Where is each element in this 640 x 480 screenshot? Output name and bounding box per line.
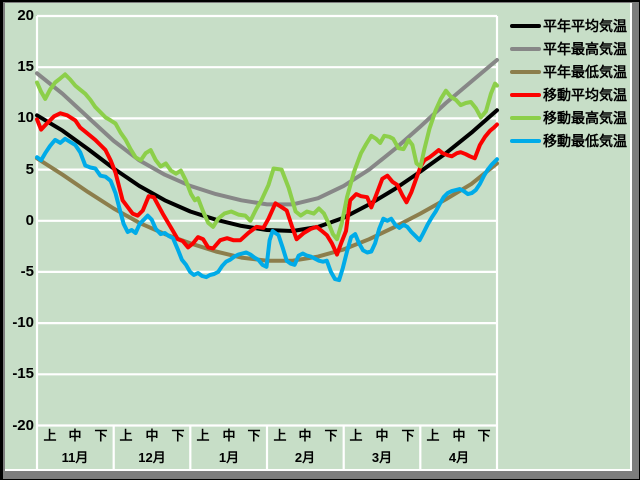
x-decade-label: 中 <box>375 428 389 443</box>
legend-line-swatch <box>510 115 541 120</box>
x-decade-label: 上 <box>196 428 210 443</box>
legend-item-normal-max: 平年最高気温 <box>510 37 627 60</box>
x-decade-label: 下 <box>94 428 108 443</box>
y-tick-label: -10 <box>12 314 34 331</box>
legend-label: 移動最高気温 <box>543 109 627 126</box>
legend: 平年平均気温 平年最高気温 平年最低気温 移動平均気温 移動最高気温 移動最低気温 <box>510 14 627 152</box>
y-tick-label: -20 <box>12 417 34 434</box>
x-decade-label: 中 <box>298 428 312 443</box>
x-decade-label: 下 <box>401 428 415 443</box>
x-month-label: 2月 <box>294 450 316 465</box>
series-moving-avg <box>35 111 499 257</box>
series-moving-min <box>35 136 499 283</box>
x-month-label: 11月 <box>61 450 89 465</box>
x-decade-label: 中 <box>452 428 466 443</box>
legend-label: 移動最低気温 <box>543 132 627 149</box>
y-tick-label: -5 <box>20 263 34 280</box>
legend-line-swatch <box>510 138 541 143</box>
y-tick-label: 10 <box>17 109 34 126</box>
legend-line-swatch <box>510 92 541 97</box>
y-tick-label: -15 <box>12 365 34 382</box>
legend-label: 平年最低気温 <box>543 63 627 80</box>
x-month-label: 4月 <box>448 450 470 465</box>
chart-background <box>5 3 632 471</box>
x-month-label: 1月 <box>218 450 240 465</box>
legend-line-swatch <box>510 46 541 51</box>
x-decade-label: 下 <box>324 428 338 443</box>
x-decade-label: 下 <box>247 428 261 443</box>
x-decade-label: 中 <box>145 428 159 443</box>
x-decade-label: 上 <box>349 428 363 443</box>
x-decade-label: 上 <box>426 428 440 443</box>
legend-line-swatch <box>510 23 541 28</box>
series-moving-max <box>35 72 499 242</box>
x-decade-label: 上 <box>273 428 287 443</box>
legend-item-moving-avg: 移動平均気温 <box>510 83 627 106</box>
legend-item-normal-avg: 平年平均気温 <box>510 14 627 37</box>
series-normal-max <box>35 58 499 207</box>
x-month-label: 12月 <box>138 450 166 465</box>
x-decade-label: 下 <box>477 428 491 443</box>
legend-label: 移動平均気温 <box>543 86 627 103</box>
y-tick-label: 5 <box>25 161 34 178</box>
x-month-label: 3月 <box>371 450 393 465</box>
legend-line-swatch <box>510 69 541 74</box>
x-decade-label: 上 <box>43 428 57 443</box>
legend-item-normal-min: 平年最低気温 <box>510 60 627 83</box>
x-decade-label: 下 <box>171 428 185 443</box>
legend-item-moving-max: 移動最高気温 <box>510 106 627 129</box>
y-tick-label: 20 <box>17 7 34 24</box>
legend-item-moving-min: 移動最低気温 <box>510 129 627 152</box>
legend-label: 平年最高気温 <box>543 40 627 57</box>
x-decade-label: 中 <box>222 428 236 443</box>
legend-label: 平年平均気温 <box>543 17 627 34</box>
x-decade-label: 上 <box>119 428 133 443</box>
y-tick-label: 15 <box>17 58 34 75</box>
x-decade-label: 中 <box>68 428 82 443</box>
y-tick-label: 0 <box>25 212 34 229</box>
